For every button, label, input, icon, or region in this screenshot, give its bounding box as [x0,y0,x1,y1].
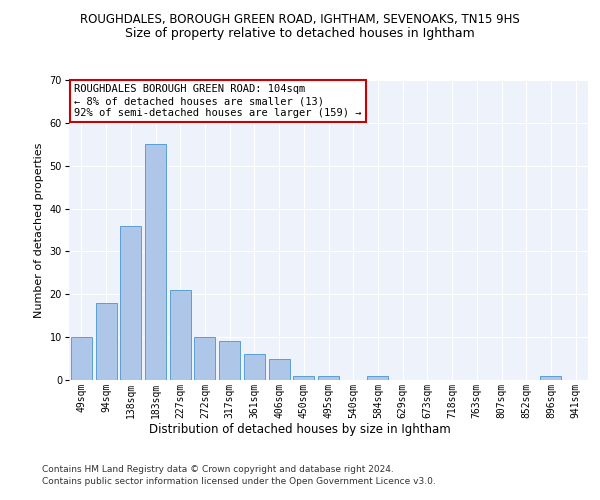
Bar [293,376,314,380]
Text: ROUGHDALES, BOROUGH GREEN ROAD, IGHTHAM, SEVENOAKS, TN15 9HS: ROUGHDALES, BOROUGH GREEN ROAD, IGHTHAM,… [80,12,520,26]
Bar [244,354,265,380]
Bar [541,376,562,380]
Bar [367,376,388,380]
Bar [120,226,141,380]
Y-axis label: Number of detached properties: Number of detached properties [34,142,44,318]
Text: ROUGHDALES BOROUGH GREEN ROAD: 104sqm
← 8% of detached houses are smaller (13)
9: ROUGHDALES BOROUGH GREEN ROAD: 104sqm ← … [74,84,362,117]
Bar [194,337,215,380]
Text: Size of property relative to detached houses in Ightham: Size of property relative to detached ho… [125,28,475,40]
Bar [269,358,290,380]
Bar [170,290,191,380]
Bar [145,144,166,380]
Bar [219,342,240,380]
Text: Distribution of detached houses by size in Ightham: Distribution of detached houses by size … [149,422,451,436]
Bar [71,337,92,380]
Bar [318,376,339,380]
Text: Contains HM Land Registry data © Crown copyright and database right 2024.: Contains HM Land Registry data © Crown c… [42,465,394,474]
Text: Contains public sector information licensed under the Open Government Licence v3: Contains public sector information licen… [42,478,436,486]
Bar [95,303,116,380]
